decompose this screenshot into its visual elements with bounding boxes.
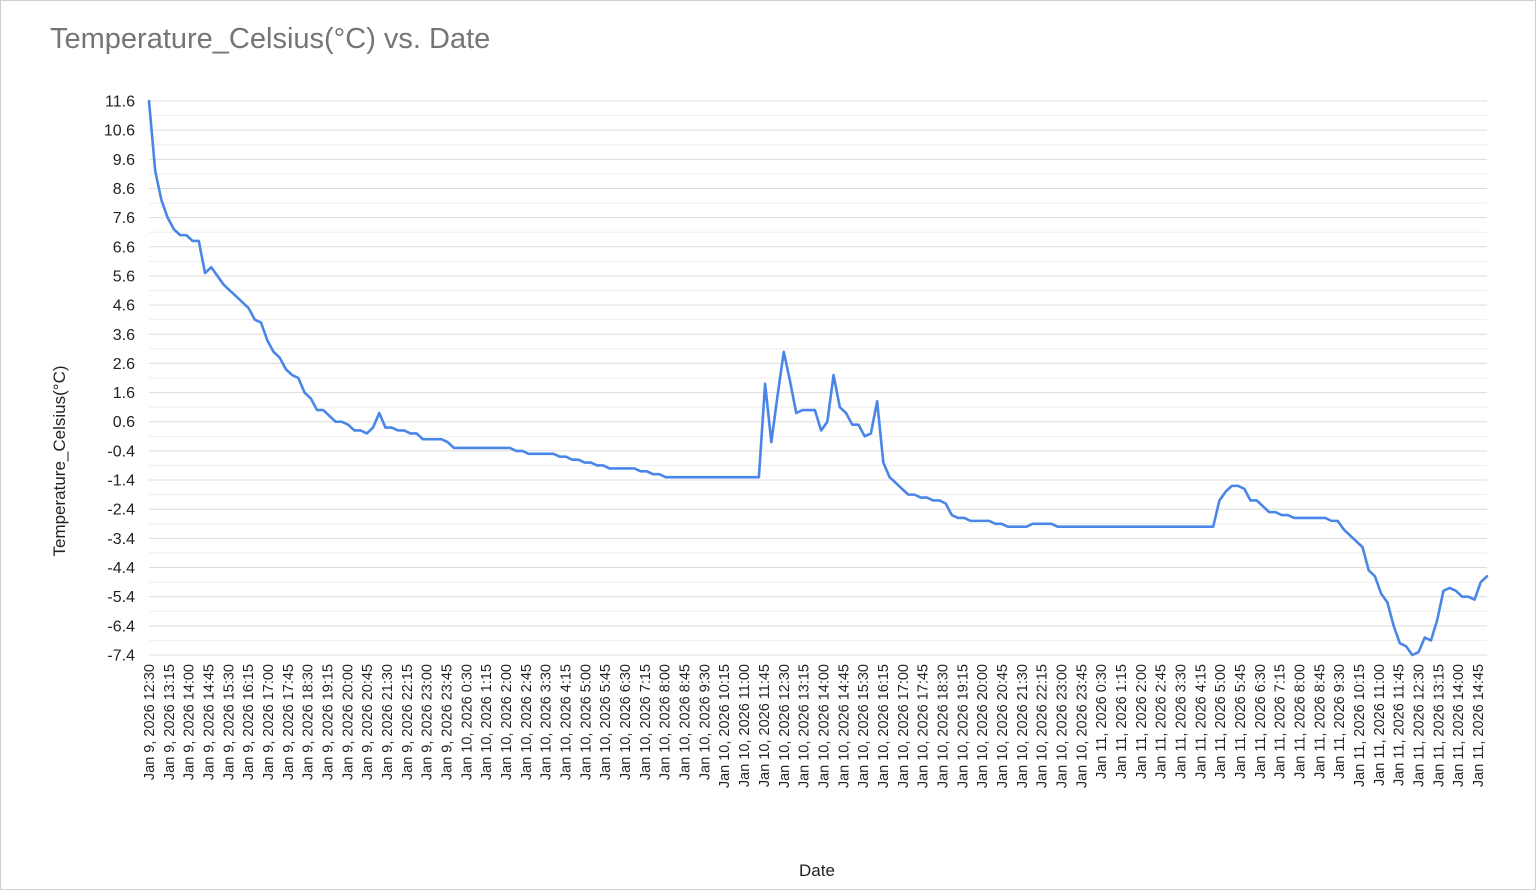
x-tick-label: Jan 11, 2026 6:30	[1253, 664, 1269, 779]
x-tick-label: Jan 10, 2026 0:30	[459, 664, 475, 780]
x-tick-label: Jan 11, 2026 8:00	[1292, 664, 1308, 779]
x-tick-label: Jan 10, 2026 14:00	[816, 664, 832, 788]
y-tick-label: 7.6	[113, 210, 135, 227]
x-tick-label: Jan 10, 2026 9:30	[697, 664, 713, 780]
x-tick-label: Jan 11, 2026 4:15	[1193, 664, 1209, 779]
x-tick-label: Jan 11, 2026 14:00	[1451, 664, 1467, 787]
x-tick-label: Jan 11, 2026 2:45	[1154, 664, 1170, 779]
x-tick-label: Jan 9, 2026 17:00	[261, 664, 277, 780]
chart-title: Temperature_Celsius(°C) vs. Date	[50, 23, 491, 55]
x-tick-label: Jan 10, 2026 23:00	[1054, 664, 1070, 788]
x-axis-label: Date	[799, 861, 835, 880]
x-tick-label: Jan 10, 2026 7:15	[638, 664, 654, 780]
x-tick-label: Jan 10, 2026 12:30	[777, 664, 793, 788]
y-tick-label: 10.6	[104, 123, 135, 140]
x-tick-label: Jan 11, 2026 2:00	[1134, 664, 1150, 779]
y-tick-label: 9.6	[113, 152, 135, 169]
temperature-series-line	[147, 99, 1489, 657]
x-tick-label: Jan 9, 2026 15:30	[221, 664, 237, 780]
y-tick-label: -0.4	[107, 443, 135, 460]
x-tick-label: Jan 10, 2026 11:00	[737, 664, 753, 787]
x-tick-label: Jan 11, 2026 1:15	[1114, 664, 1130, 779]
x-tick-label: Jan 9, 2026 20:45	[360, 664, 376, 780]
x-tick-label: Jan 10, 2026 17:45	[916, 664, 932, 788]
x-tick-label: Jan 11, 2026 9:30	[1332, 664, 1348, 779]
x-tick-label: Jan 11, 2026 11:00	[1372, 664, 1388, 786]
y-tick-label: 5.6	[113, 268, 135, 285]
x-tick-label: Jan 9, 2026 14:45	[202, 664, 218, 780]
x-tick-label: Jan 9, 2026 12:30	[142, 664, 158, 780]
y-axis-label: Temperature_Celsius(°C)	[50, 365, 69, 556]
x-tick-label: Jan 10, 2026 17:00	[896, 664, 912, 788]
x-tick-label: Jan 11, 2026 7:15	[1273, 664, 1289, 779]
y-tick-label: 3.6	[113, 327, 135, 344]
x-tick-label: Jan 10, 2026 6:30	[618, 664, 634, 780]
y-tick-label: -3.4	[107, 531, 135, 548]
x-tick-label: Jan 11, 2026 13:15	[1431, 664, 1447, 787]
y-tick-label: -6.4	[107, 618, 135, 635]
y-tick-label: -5.4	[107, 589, 135, 606]
x-tick-label: Jan 10, 2026 2:45	[519, 664, 535, 780]
x-tick-label: Jan 11, 2026 10:15	[1352, 664, 1368, 787]
x-tick-label: Jan 10, 2026 22:15	[1035, 664, 1051, 788]
x-tick-label: Jan 10, 2026 13:15	[797, 664, 813, 788]
x-tick-label: Jan 9, 2026 17:45	[281, 664, 297, 780]
y-tick-label: -7.4	[107, 648, 135, 665]
x-tick-label: Jan 11, 2026 3:30	[1173, 664, 1189, 779]
x-tick-label: Jan 9, 2026 19:15	[321, 664, 337, 780]
x-tick-label: Jan 10, 2026 2:00	[499, 664, 515, 780]
x-tick-label: Jan 10, 2026 5:00	[578, 664, 594, 780]
x-tick-label: Jan 9, 2026 14:00	[182, 664, 198, 780]
x-tick-label: Jan 10, 2026 1:15	[479, 664, 495, 780]
x-tick-label: Jan 9, 2026 13:15	[162, 664, 178, 780]
y-tick-label: 6.6	[113, 239, 135, 256]
x-tick-label: Jan 11, 2026 12:30	[1411, 664, 1427, 787]
y-tick-label: 0.6	[113, 414, 135, 431]
y-tick-label: -1.4	[107, 473, 135, 490]
x-tick-label: Jan 10, 2026 8:45	[678, 664, 694, 780]
x-tick-label: Jan 11, 2026 5:00	[1213, 664, 1229, 779]
x-tick-label: Jan 10, 2026 3:30	[539, 664, 555, 780]
x-tick-label: Jan 10, 2026 16:15	[876, 664, 892, 788]
x-tick-label: Jan 9, 2026 21:30	[380, 664, 396, 780]
y-tick-label: -4.4	[107, 560, 135, 577]
x-tick-label: Jan 11, 2026 14:45	[1471, 664, 1487, 787]
y-tick-label: 4.6	[113, 298, 135, 315]
y-tick-label: 2.6	[113, 356, 135, 373]
x-tick-label: Jan 10, 2026 10:15	[717, 664, 733, 788]
x-tick-label: Jan 9, 2026 22:15	[400, 664, 416, 780]
y-tick-label: 1.6	[113, 385, 135, 402]
y-tick-label: 11.6	[105, 94, 135, 111]
x-tick-label: Jan 11, 2026 0:30	[1094, 664, 1110, 779]
x-tick-label: Jan 11, 2026 8:45	[1312, 664, 1328, 779]
x-tick-label: Jan 10, 2026 4:15	[559, 664, 575, 780]
x-tick-label: Jan 10, 2026 15:30	[856, 664, 872, 788]
x-tick-label: Jan 10, 2026 23:45	[1074, 664, 1090, 788]
x-tick-label: Jan 9, 2026 16:15	[241, 664, 257, 780]
x-tick-label: Jan 10, 2026 20:45	[995, 664, 1011, 788]
x-tick-label: Jan 10, 2026 19:15	[955, 664, 971, 788]
y-tick-label: 8.6	[113, 181, 135, 198]
x-tick-label: Jan 9, 2026 23:45	[440, 664, 456, 780]
x-tick-label: Jan 10, 2026 18:30	[935, 664, 951, 788]
x-tick-label: Jan 9, 2026 18:30	[301, 664, 317, 780]
x-tick-label: Jan 11, 2026 5:45	[1233, 664, 1249, 779]
x-tick-label: Jan 9, 2026 23:00	[420, 664, 436, 780]
x-tick-label: Jan 10, 2026 8:00	[658, 664, 674, 780]
y-axis-ticks: 11.6 10.6 9.6 8.6 7.6 6.6 5.6 4.6 3.6 2.6 1.6 0.6 -0…	[104, 94, 135, 665]
x-tick-label: Jan 9, 2026 20:00	[340, 664, 356, 780]
x-tick-label: Jan 10, 2026 5:45	[598, 664, 614, 780]
x-tick-label: Jan 11, 2026 11:45	[1392, 664, 1408, 786]
gridlines	[149, 100, 1487, 656]
y-tick-label: -2.4	[107, 502, 135, 519]
x-axis-ticks: Jan 9, 2026 12:30 Jan 9, 2026 13:15 Jan 9,…	[142, 664, 1487, 788]
x-tick-label: Jan 10, 2026 14:45	[836, 664, 852, 788]
x-tick-label: Jan 10, 2026 11:45	[757, 664, 773, 787]
x-tick-label: Jan 10, 2026 21:30	[1015, 664, 1031, 788]
x-tick-label: Jan 10, 2026 20:00	[975, 664, 991, 788]
